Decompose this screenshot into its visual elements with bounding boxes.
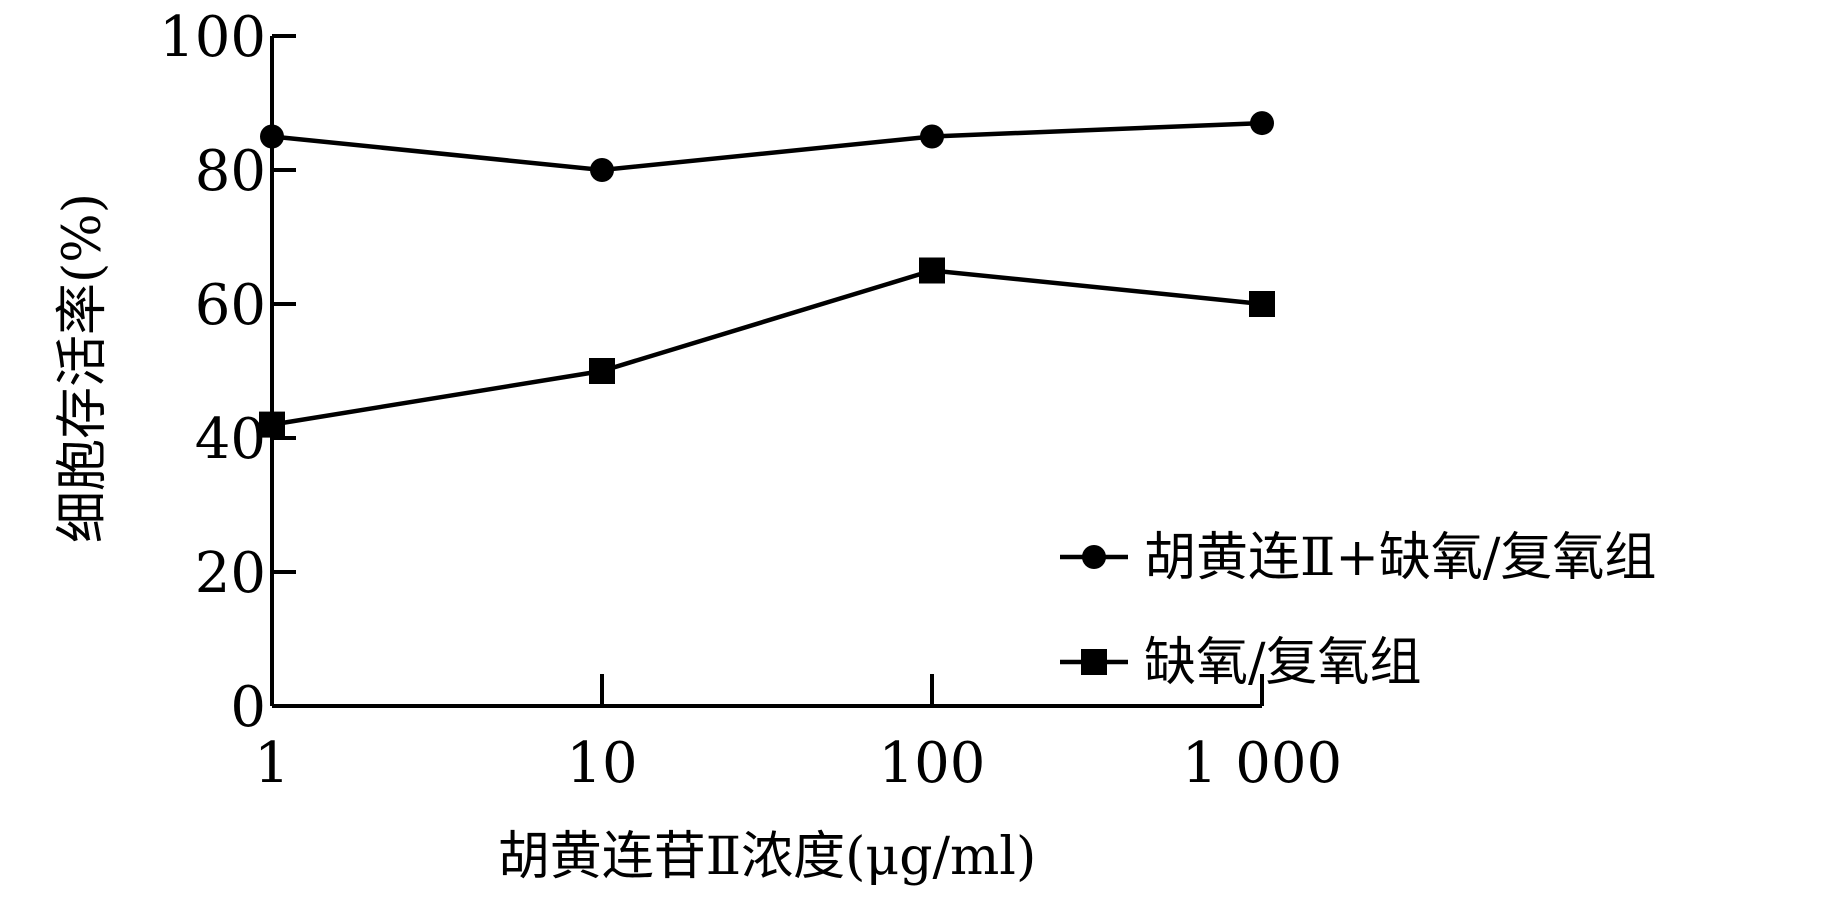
x-tick-label: 100 (879, 731, 986, 796)
data-point-square (259, 411, 285, 438)
legend-label: 缺氧/复氧组 (1144, 633, 1422, 693)
data-point-circle (590, 158, 614, 182)
data-point-circle (260, 124, 284, 149)
x-tick-label: 10 (566, 731, 637, 796)
y-tick-label: 60 (195, 273, 266, 338)
data-point-square (919, 257, 945, 284)
series-2 (259, 257, 1275, 438)
y-tick-label: 20 (195, 541, 266, 606)
y-tick-label: 100 (159, 5, 266, 70)
series-1 (260, 111, 1274, 182)
legend-entry-1: 胡黄连Ⅱ+缺氧/复氧组 (1060, 528, 1656, 588)
axes: 0 20 40 60 80 100 1 10 100 1 000 (159, 5, 1342, 796)
legend-marker-square (1081, 649, 1107, 675)
legend-marker-circle (1082, 545, 1106, 569)
x-axis-title: 胡黄连苷Ⅱ浓度(μg/ml) (498, 827, 1036, 887)
y-tick-label: 0 (230, 675, 266, 740)
series-line (271, 268, 1263, 427)
data-point-circle (920, 124, 944, 149)
series-line (271, 120, 1263, 173)
data-point-square (1249, 291, 1275, 317)
legend-label: 胡黄连Ⅱ+缺氧/复氧组 (1144, 528, 1656, 588)
y-tick-label: 80 (195, 139, 266, 204)
data-point-circle (1250, 111, 1274, 136)
series-layer (259, 111, 1275, 438)
x-tick-label: 1 (254, 731, 290, 796)
y-axis-title: 细胞存活率(%) (53, 193, 113, 543)
y-tick-label: 40 (195, 407, 266, 472)
legend-entry-2: 缺氧/复氧组 (1060, 633, 1422, 693)
x-tick-label: 1 000 (1182, 731, 1342, 796)
data-point-square (589, 358, 615, 384)
